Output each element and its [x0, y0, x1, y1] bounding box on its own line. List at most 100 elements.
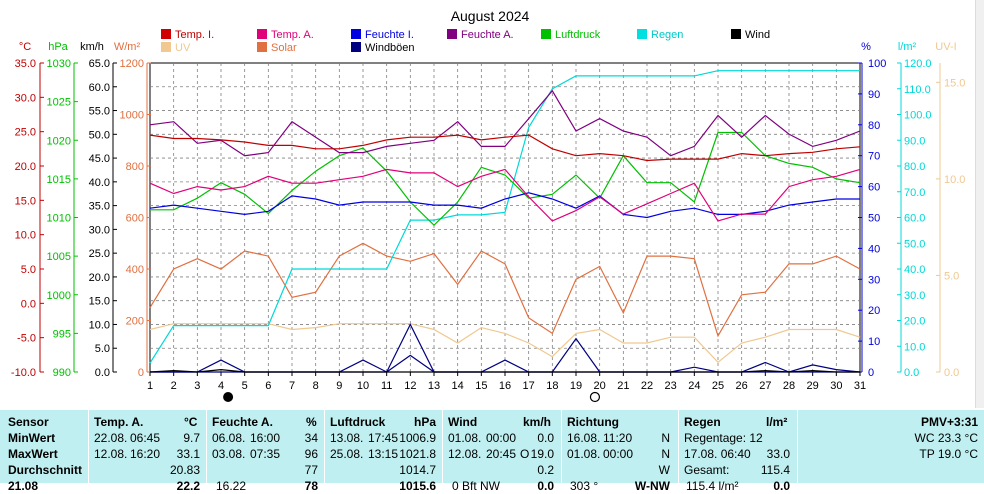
hum-current-extra: 16.22 — [216, 479, 247, 493]
legend-swatch — [257, 42, 267, 52]
legend-label: Temp. A. — [271, 29, 314, 41]
legend-swatch — [447, 29, 457, 39]
hum-axis-tick-label: 50 — [868, 213, 880, 225]
pressure-axis-tick-label: 1005 — [47, 251, 71, 263]
hum-current-value: 78 — [304, 479, 318, 493]
pressure-max-value: 1021.8 — [399, 447, 436, 461]
temp-min-date: 22.08. — [94, 431, 128, 445]
rain-axis-tick-label: 80.0 — [904, 161, 925, 173]
x-tick-label: 11 — [381, 380, 392, 392]
uv-axis-tick-label: 10.0 — [944, 174, 965, 186]
wind-axis-tick-label: 45.0 — [89, 153, 110, 165]
wind-unit-label: km/h — [80, 41, 104, 53]
legend-label: Regen — [651, 29, 683, 41]
wind-avg-value: 0.2 — [537, 463, 554, 477]
hum-avg-value: 77 — [304, 463, 318, 477]
legend-swatch — [541, 29, 551, 39]
temp-unit-label: °C — [19, 41, 31, 53]
direction-max-time: 00:00 — [603, 447, 634, 461]
weather-chart: August 2024 Temp. I. Temp. A. Feuchte I. Fe… — [11, 8, 965, 403]
hum-min-value: 34 — [304, 431, 318, 445]
temp-max-date: 12.08. — [94, 447, 128, 461]
pressure-axis-tick-label: 1025 — [47, 97, 71, 109]
temp-min-value: 9.7 — [183, 431, 200, 445]
pressure-min-time: 17:45 — [368, 431, 399, 445]
pressure-current-value: 1015.6 — [399, 479, 436, 493]
rain-axis-tick-label: 0.0 — [904, 367, 919, 379]
pressure-axis-tick-label: 1020 — [47, 135, 71, 147]
pressure-axis-tick-label: 1015 — [47, 174, 71, 186]
rain-axis-tick-label: 70.0 — [904, 187, 925, 199]
pressure-axis-tick-label: 990 — [53, 367, 71, 379]
x-tick-label: 23 — [665, 380, 677, 392]
legend-label: Windböen — [365, 42, 415, 54]
pressure-axis-tick-label: 995 — [53, 328, 71, 340]
rain-days: Regentage: 12 — [684, 431, 763, 445]
hum-axis-tick-label: 80 — [868, 120, 880, 132]
rain-axis-tick-label: 30.0 — [904, 290, 925, 302]
pressure-unit-label: hPa — [48, 41, 68, 53]
pressure-min-date: 13.08. — [330, 431, 364, 445]
x-axis: 1 2 3 4 5 6 7 8 9 10 11 12 13 14 15 16 17 18 19 20 21 22 23 24 2… — [147, 372, 866, 392]
x-tick-label: 1 — [147, 380, 153, 392]
legend-swatch — [257, 29, 267, 39]
temp-axis-tick-label: 25.0 — [15, 127, 36, 139]
rain-max-value: 33.0 — [766, 447, 790, 461]
legend-swatch — [637, 29, 647, 39]
solar-axis-tick-label: 200 — [126, 316, 144, 328]
direction-header: Richtung — [567, 415, 619, 429]
solar-axis-tick-label: 0 — [138, 367, 144, 379]
hum-axis-tick-label: 60 — [868, 182, 880, 194]
series-wind-line — [149, 368, 860, 373]
x-tick-label: 8 — [313, 380, 319, 392]
solar-axis-tick-label: 400 — [126, 264, 144, 276]
row-label-current: 21.08 — [8, 479, 39, 493]
series-luftdruck-line — [150, 131, 861, 227]
sensor-header: Sensor — [8, 415, 49, 429]
wind-current-bft: 0 Bft NW — [452, 479, 501, 493]
rain-axis-tick-label: 20.0 — [904, 316, 925, 328]
x-tick-label: 28 — [783, 380, 795, 392]
x-tick-label: 17 — [523, 380, 535, 392]
direction-max-value: N — [661, 447, 670, 461]
dew-point-value: TP 19.0 °C — [919, 447, 978, 461]
legend-swatch — [161, 29, 171, 39]
x-tick-label: 30 — [830, 380, 842, 392]
hum-unit-label: % — [861, 41, 871, 53]
solar-unit-label: W/m² — [114, 41, 141, 53]
rain-total-label: Gesamt: — [684, 463, 730, 477]
legend-swatch — [731, 29, 741, 39]
hum-min-date: 06.08. — [212, 431, 246, 445]
right-axes: 1009080706050403020100120.0110.0100.090.… — [858, 58, 965, 379]
wind-axis-tick-label: 10.0 — [89, 319, 110, 331]
x-tick-label: 10 — [357, 380, 369, 392]
hum-header: Feuchte A. — [212, 415, 273, 429]
direction-avg-value: W — [658, 463, 670, 477]
wind-min-time: 00:00 — [486, 431, 517, 445]
temp-axis-tick-label: 0.0 — [21, 298, 36, 310]
rain-max-date: 17.08. 06:40 — [684, 447, 751, 461]
pressure-unit: hPa — [414, 415, 437, 429]
pmv-value: PMV+3:31 — [920, 415, 978, 429]
hum-max-value: 96 — [304, 447, 318, 461]
uv-axis-tick-label: 15.0 — [944, 77, 965, 89]
legend-label: Wind — [745, 29, 770, 41]
pressure-axis-tick-label: 1030 — [47, 58, 71, 70]
wind-axis-tick-label: 65.0 — [89, 58, 110, 70]
x-tick-label: 27 — [759, 380, 771, 392]
vertical-scrollbar[interactable] — [975, 0, 984, 408]
rain-axis-tick-label: 60.0 — [904, 213, 925, 225]
chart-title: August 2024 — [451, 8, 530, 24]
pressure-axis-tick-label: 1010 — [47, 213, 71, 225]
rain-unit-label: l/m² — [898, 41, 917, 53]
series-temp-a-line — [149, 168, 861, 222]
x-tick-label: 14 — [452, 380, 464, 392]
rain-axis-tick-label: 110.0 — [904, 84, 931, 96]
row-label-max: MaxWert — [8, 447, 58, 461]
direction-min-date: 16.08. — [567, 431, 601, 445]
wind-max-dir: O — [520, 447, 530, 461]
legend-swatch — [161, 42, 171, 52]
direction-current-value: W-NW — [634, 479, 670, 493]
wind-unit: km/h — [523, 415, 552, 429]
wind-axis-tick-label: 15.0 — [89, 296, 110, 308]
